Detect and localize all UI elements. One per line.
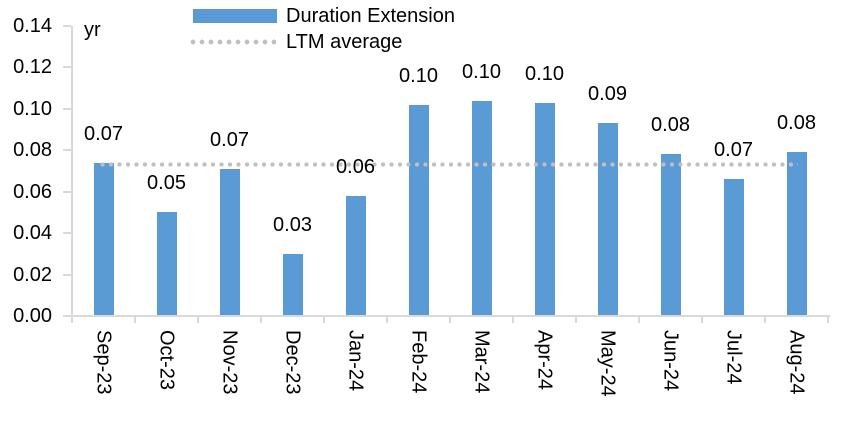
x-axis-label-mar-24: Mar-24 bbox=[470, 330, 493, 394]
bar-oct-23 bbox=[156, 212, 177, 315]
bar-value-label: 0.06 bbox=[336, 155, 375, 178]
bar-value-label: 0.08 bbox=[777, 112, 816, 135]
x-axis-tick bbox=[575, 317, 577, 323]
bar-feb-24 bbox=[408, 104, 429, 315]
x-axis-label-nov-23: Nov-23 bbox=[218, 330, 241, 395]
x-axis-label-aug-24: Aug-24 bbox=[785, 330, 808, 395]
bar-value-label: 0.03 bbox=[273, 213, 312, 236]
x-axis-tick bbox=[71, 317, 73, 323]
bar-value-label: 0.10 bbox=[525, 62, 564, 85]
y-axis-tick-label: 0.04 bbox=[13, 222, 52, 245]
x-axis-tick bbox=[638, 317, 640, 323]
bar-may-24 bbox=[597, 123, 618, 315]
y-axis-tick-label: 0.00 bbox=[13, 305, 52, 327]
x-axis-tick bbox=[323, 317, 325, 323]
y-axis-tick bbox=[63, 149, 71, 152]
y-axis-tick bbox=[63, 66, 71, 69]
y-axis-tick bbox=[63, 273, 71, 276]
x-axis-label-jan-24: Jan-24 bbox=[344, 330, 367, 392]
x-axis-label-apr-24: Apr-24 bbox=[533, 330, 556, 391]
y-axis-tick bbox=[63, 107, 71, 110]
bar-value-label: 0.07 bbox=[84, 122, 123, 145]
bar-swatch-icon bbox=[193, 9, 277, 23]
y-axis-tick-label: 0.14 bbox=[13, 15, 52, 37]
bar-value-label: 0.10 bbox=[399, 64, 438, 87]
bar-value-label: 0.05 bbox=[147, 172, 186, 195]
y-axis-tick-label: 0.10 bbox=[13, 97, 52, 120]
bar-jun-24 bbox=[660, 154, 681, 315]
y-axis-tick-label: 0.02 bbox=[13, 263, 52, 286]
x-axis-label-jun-24: Jun-24 bbox=[659, 330, 682, 392]
x-axis-tick bbox=[134, 317, 136, 323]
legend-label-duration-extension: Duration Extension bbox=[286, 5, 455, 27]
y-axis-tick-label: 0.08 bbox=[13, 139, 52, 162]
x-axis-label-feb-24: Feb-24 bbox=[407, 330, 430, 394]
x-axis-tick bbox=[827, 317, 829, 323]
bar-mar-24 bbox=[471, 100, 492, 315]
bar-nov-23 bbox=[219, 168, 240, 315]
x-axis-tick bbox=[449, 317, 451, 323]
y-axis-tick bbox=[63, 232, 71, 235]
bar-value-label: 0.08 bbox=[651, 114, 690, 137]
x-axis-tick bbox=[701, 317, 703, 323]
y-axis-tick-label: 0.12 bbox=[13, 56, 52, 79]
x-axis-tick bbox=[260, 317, 262, 323]
x-axis-tick bbox=[197, 317, 199, 323]
dotted-line-swatch-icon bbox=[190, 39, 276, 45]
x-axis-label-dec-23: Dec-23 bbox=[281, 330, 304, 395]
x-axis-label-jul-24: Jul-24 bbox=[722, 330, 745, 385]
bar-value-label: 0.09 bbox=[588, 83, 627, 106]
x-axis-tick bbox=[764, 317, 766, 323]
x-axis-label-sep-23: Sep-23 bbox=[92, 330, 115, 395]
bar-value-label: 0.07 bbox=[210, 128, 249, 151]
bar-value-label: 0.10 bbox=[462, 60, 501, 83]
bar-dec-23 bbox=[282, 253, 303, 315]
y-axis-tick bbox=[63, 25, 71, 27]
bar-value-label: 0.07 bbox=[714, 139, 753, 162]
y-axis-tick bbox=[63, 190, 71, 193]
x-axis-label-may-24: May-24 bbox=[596, 330, 619, 397]
bar-jul-24 bbox=[723, 179, 744, 315]
bar-apr-24 bbox=[534, 102, 555, 315]
x-axis-tick bbox=[512, 317, 514, 323]
ltm-average-line bbox=[100, 162, 798, 168]
bar-aug-24 bbox=[786, 152, 807, 315]
y-axis-line bbox=[71, 26, 73, 317]
bar-jan-24 bbox=[345, 195, 366, 315]
legend-label-ltm-average: LTM average bbox=[286, 31, 403, 53]
x-axis-label-oct-23: Oct-23 bbox=[155, 330, 178, 391]
x-axis-tick bbox=[386, 317, 388, 323]
y-axis-unit-label: yr bbox=[84, 19, 101, 41]
y-axis-tick bbox=[63, 315, 71, 317]
bar-sep-23 bbox=[93, 162, 114, 315]
y-axis-tick-label: 0.06 bbox=[13, 180, 52, 203]
x-axis-line bbox=[71, 315, 830, 317]
